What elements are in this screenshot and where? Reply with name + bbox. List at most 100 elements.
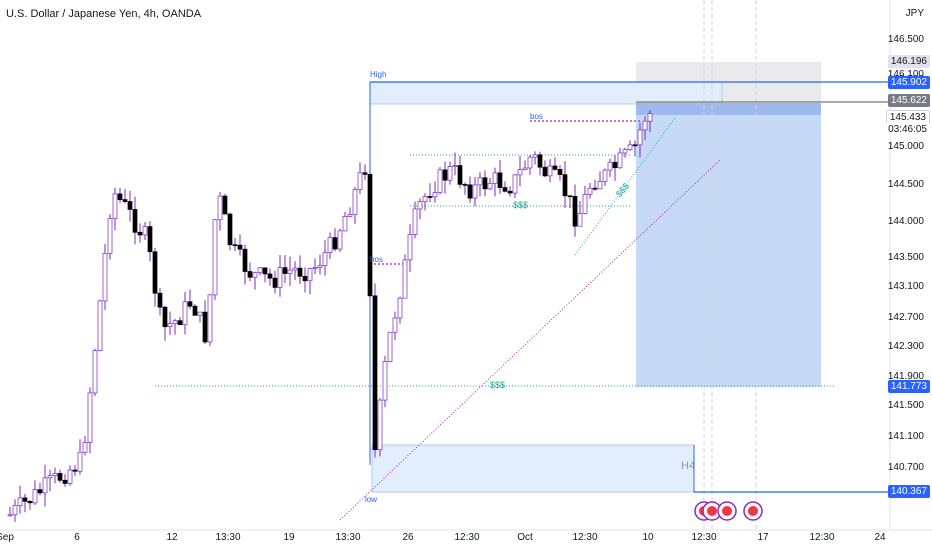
candle-body bbox=[602, 169, 608, 182]
price-tick-label: 145.000 bbox=[887, 141, 924, 152]
candle-body bbox=[482, 177, 488, 190]
candle-body bbox=[527, 156, 533, 169]
candle-body bbox=[262, 267, 268, 275]
candles-group bbox=[7, 110, 653, 522]
candle-body bbox=[607, 161, 613, 171]
candle-body bbox=[347, 214, 353, 217]
candle-body bbox=[102, 253, 108, 302]
candle-body bbox=[387, 331, 393, 362]
candle-body bbox=[497, 172, 503, 188]
candle-body bbox=[157, 292, 163, 308]
candle-body bbox=[32, 489, 38, 504]
candle-body bbox=[172, 320, 178, 325]
us-flag-event-icon[interactable] bbox=[702, 501, 722, 521]
candle-body bbox=[307, 268, 313, 282]
candle-body bbox=[422, 196, 428, 202]
candle-body bbox=[267, 273, 273, 279]
us-flag-event-icon[interactable] bbox=[743, 501, 763, 521]
candle-body bbox=[437, 169, 443, 193]
high-supply-zone bbox=[369, 81, 723, 105]
candle-body bbox=[162, 306, 168, 328]
candle-body bbox=[372, 295, 378, 451]
candle-body bbox=[122, 199, 128, 202]
candle-body bbox=[277, 267, 283, 288]
candle-body bbox=[357, 172, 363, 190]
candle-body bbox=[532, 154, 538, 158]
candle-body bbox=[292, 267, 298, 271]
candle-body bbox=[352, 189, 358, 215]
symbol-title[interactable]: U.S. Dollar / Japanese Yen, 4h, OANDA bbox=[6, 8, 202, 20]
candle-body bbox=[107, 218, 113, 254]
candle-body bbox=[87, 392, 93, 443]
candle-body bbox=[272, 277, 278, 288]
candle-body bbox=[212, 219, 218, 296]
candle-body bbox=[287, 269, 293, 274]
candle-body bbox=[17, 497, 23, 506]
candle-body bbox=[27, 500, 33, 504]
candle-body bbox=[442, 169, 448, 181]
candle-body bbox=[537, 154, 543, 168]
candle-body bbox=[362, 172, 368, 175]
candle-body bbox=[337, 230, 343, 250]
candle-body bbox=[517, 169, 523, 176]
candle-body bbox=[477, 177, 483, 186]
time-tick-label: 17 bbox=[757, 532, 769, 543]
candle-body bbox=[557, 169, 563, 175]
time-tick-label: Oct bbox=[517, 532, 533, 543]
time-tick-label: 12:30 bbox=[691, 532, 717, 543]
candle-body bbox=[167, 323, 173, 328]
candle-body bbox=[207, 294, 213, 343]
candle-body bbox=[367, 173, 373, 297]
candle-body bbox=[432, 192, 438, 198]
demand-zone bbox=[371, 444, 695, 493]
candle-body bbox=[592, 187, 598, 190]
price-tick-label: 141.100 bbox=[887, 431, 924, 442]
position-target-zone bbox=[636, 103, 821, 387]
low-label: low bbox=[365, 495, 378, 504]
time-tick-label: 12:30 bbox=[809, 532, 835, 543]
candle-body bbox=[462, 184, 468, 186]
candle-body bbox=[227, 213, 233, 246]
candle-body bbox=[37, 489, 43, 494]
candle-body bbox=[247, 271, 253, 278]
upper-zone-tag: 146.196 bbox=[887, 55, 930, 68]
liquidity-tag: 141.773 bbox=[887, 380, 930, 393]
candle-body bbox=[377, 399, 383, 451]
candle-body bbox=[202, 311, 208, 343]
time-tick-label: 19 bbox=[283, 532, 295, 543]
candle-body bbox=[472, 184, 478, 199]
candle-body bbox=[12, 505, 18, 516]
candle-body bbox=[487, 183, 493, 190]
high-line-tag: 145.902 bbox=[887, 76, 930, 89]
candle-body bbox=[232, 244, 238, 247]
candle-body bbox=[452, 165, 458, 167]
candle-body bbox=[332, 237, 338, 250]
candle-body bbox=[117, 193, 123, 200]
candle-body bbox=[302, 275, 308, 282]
price-tick-label: 146.500 bbox=[887, 34, 924, 45]
candle-body bbox=[242, 248, 248, 272]
candle-body bbox=[217, 195, 223, 221]
candle-body bbox=[402, 259, 408, 299]
candle-body bbox=[47, 475, 53, 479]
time-tick-label: 6 bbox=[74, 532, 80, 543]
candle-body bbox=[417, 201, 423, 210]
candle-body bbox=[447, 166, 453, 181]
candle-body bbox=[397, 297, 403, 319]
candle-body bbox=[632, 144, 638, 147]
us-flag-event-icon[interactable] bbox=[717, 501, 737, 521]
price-tick-label: 144.500 bbox=[887, 179, 924, 190]
candle-body bbox=[137, 231, 143, 236]
time-tick-label: Sep bbox=[0, 532, 14, 543]
candle-body bbox=[412, 208, 418, 235]
candle-body bbox=[562, 174, 568, 197]
candle-body bbox=[82, 442, 88, 453]
liquidity-label-main: $$$ bbox=[490, 380, 506, 390]
position-entry-band bbox=[636, 103, 821, 115]
price-tick-label: 142.700 bbox=[887, 312, 924, 323]
candle-body bbox=[522, 167, 528, 170]
price-tick-label: 141.500 bbox=[887, 400, 924, 411]
candle-body bbox=[622, 149, 628, 154]
candle-body bbox=[627, 144, 633, 151]
